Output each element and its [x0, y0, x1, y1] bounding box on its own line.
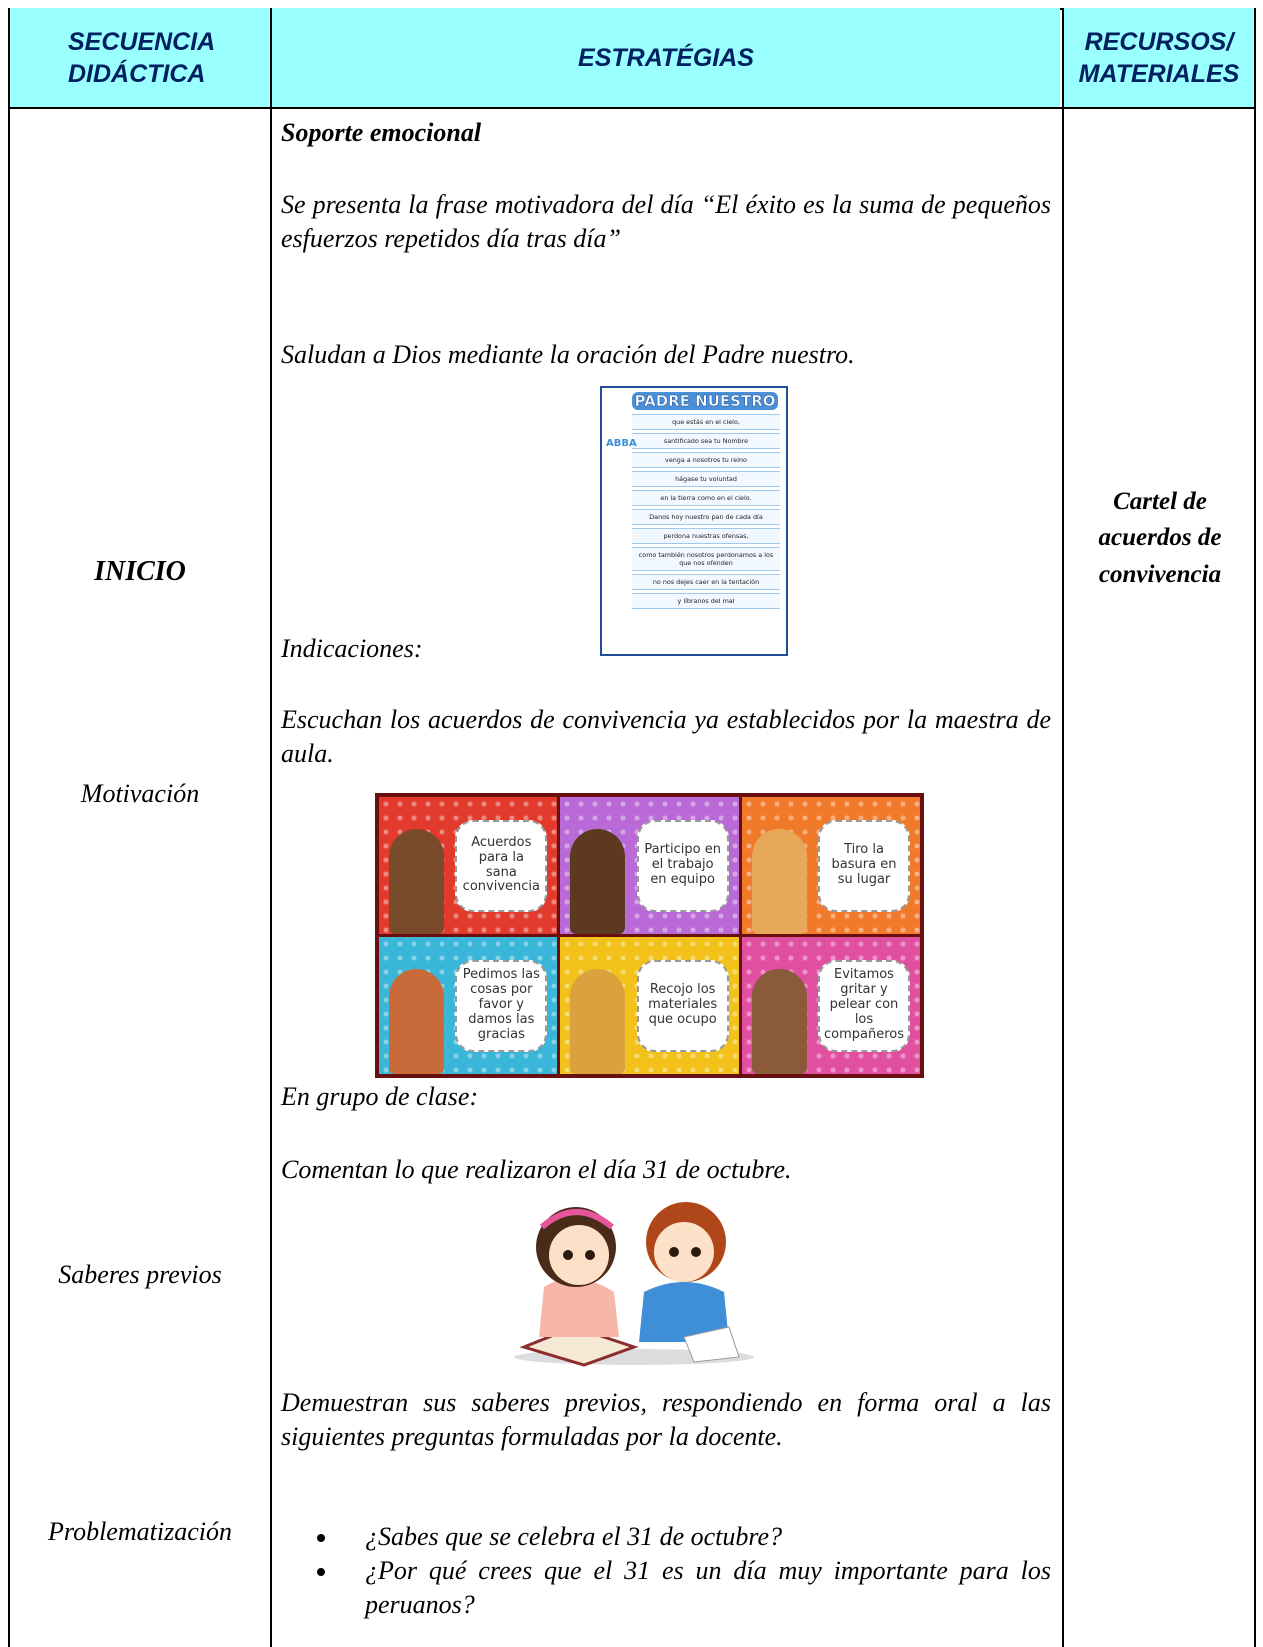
card-text: Acuerdos para la sana convivencia	[455, 819, 548, 912]
poster-title: PADRE NUESTRO	[632, 392, 778, 410]
poster-badge: ABBA	[606, 438, 637, 449]
agreement-card: Participo en el trabajo en equipo	[560, 797, 738, 934]
paragraph: Escuchan los acuerdos de convivencia ya …	[281, 705, 1051, 768]
header-resources: RECURSOS/ MATERIALES	[1064, 8, 1254, 108]
paragraph: Comentan lo que realizaron el día 31 de …	[281, 1155, 792, 1184]
agreement-card: Pedimos las cosas por favor y damos las …	[379, 937, 557, 1074]
card-figure	[570, 969, 626, 1074]
paragraph: Saludan a Dios mediante la oración del P…	[281, 340, 855, 369]
paragraph: Indicaciones:	[281, 634, 423, 663]
header-strategies: ESTRATÉGIAS	[272, 8, 1060, 108]
header-divider	[8, 107, 1256, 109]
card-text: Recojo los materiales que ocupo	[636, 959, 729, 1052]
stage: Saberes previos	[58, 1260, 222, 1289]
card-figure	[751, 969, 807, 1074]
stage-main: INICIO	[94, 556, 186, 587]
poster-line: venga a nosotros tu reino	[632, 452, 780, 468]
question: ¿Sabes que se celebra el 31 de octubre?	[339, 1520, 1051, 1554]
section-title: Soporte emocional	[281, 118, 482, 147]
stage: Motivación	[80, 779, 200, 808]
card-figure	[389, 969, 444, 1074]
card-text: Participo en el trabajo en equipo	[636, 819, 729, 912]
agreement-cards: Acuerdos para la sana convivencia Partici…	[375, 793, 924, 1078]
question-list: ¿Sabes que se celebra el 31 de octubre?¿…	[281, 1520, 1051, 1621]
poster-line: perdona nuestras ofensas,	[632, 528, 780, 544]
poster-line: en la tierra como en el cielo.	[632, 490, 780, 506]
poster-line: santificado sea tu Nombre	[632, 433, 780, 449]
card-figure	[389, 829, 444, 934]
kids-illustration	[514, 1202, 754, 1367]
stage: Problematización	[48, 1517, 232, 1546]
header-sequence: SECUENCIA DIDÁCTICA	[10, 8, 270, 108]
agreement-card: Acuerdos para la sana convivencia	[379, 797, 557, 934]
poster-line: Danos hoy nuestro pan de cada día	[632, 509, 780, 525]
paragraph: En grupo de clase:	[281, 1082, 479, 1111]
poster-line: hágase tu voluntad	[632, 471, 780, 487]
card-text: Evitamos gritar y pelear con los compañe…	[817, 959, 910, 1052]
question-list-box: ¿Sabes que se celebra el 31 de octubre?¿…	[281, 1520, 1051, 1621]
card-figure	[751, 829, 807, 934]
column-divider	[1062, 8, 1064, 1647]
card-figure	[570, 829, 626, 934]
agreement-card: Recojo los materiales que ocupo	[560, 937, 738, 1074]
card-text: Tiro la basura en su lugar	[817, 819, 910, 912]
agreement-card: Tiro la basura en su lugar	[741, 797, 920, 934]
prayer-poster: PADRE NUESTRO ABBA que estás en el cielo…	[600, 386, 788, 656]
agreement-card: Evitamos gritar y pelear con los compañe…	[741, 937, 920, 1074]
paragraph: Se presenta la frase motivadora del día …	[281, 190, 1051, 253]
poster-line: y líbranos del mal	[632, 593, 780, 609]
paragraph: Demuestran sus saberes previos, respondi…	[281, 1388, 1051, 1451]
card-text: Pedimos las cosas por favor y damos las …	[455, 959, 548, 1052]
poster-line: que estás en el cielo,	[632, 414, 780, 430]
question: ¿Por qué crees que el 31 es un día muy i…	[339, 1554, 1051, 1622]
poster-line: como también nosotros perdonamos a los q…	[632, 547, 780, 571]
resources: Cartel de acuerdos de convivencia	[1098, 488, 1222, 588]
column-divider	[270, 8, 272, 1647]
poster-line: no nos dejes caer en la tentación	[632, 574, 780, 590]
